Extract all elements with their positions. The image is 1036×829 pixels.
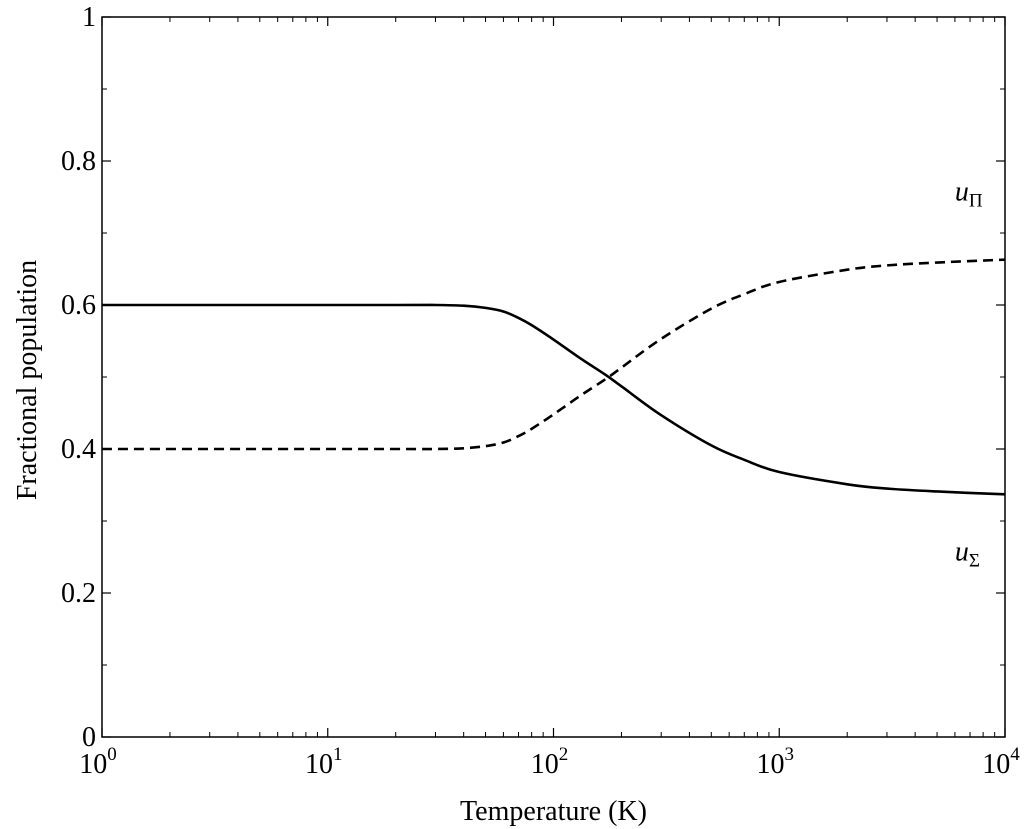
y-axis-label: Fractional population <box>12 260 43 500</box>
series-line-dashed <box>102 258 1006 451</box>
series-annotation-symbol: u <box>955 537 969 568</box>
x-tick-label-exponent: 1 <box>333 744 343 765</box>
x-tick-label-base: 10 <box>757 749 785 780</box>
x-tick-label-exponent: 0 <box>107 744 117 765</box>
ticks-layer <box>101 16 1006 738</box>
series-annotation-symbol: u <box>955 177 969 208</box>
y-tick-label: 0.2 <box>61 578 96 609</box>
x-tick-label-base: 10 <box>305 749 333 780</box>
x-tick-label-base: 10 <box>79 749 107 780</box>
x-tick-label: 102 <box>531 744 569 780</box>
x-tick-label: 101 <box>305 744 343 780</box>
y-tick-label: 1 <box>82 2 96 33</box>
x-tick-label: 103 <box>757 744 795 780</box>
x-tick-label: 100 <box>79 744 117 780</box>
series-annotation-subscript: Σ <box>969 551 980 572</box>
series-annotation: uΠ <box>955 177 983 212</box>
x-tick-label-base: 10 <box>982 749 1010 780</box>
y-tick-label: 0.4 <box>61 434 96 465</box>
y-tick-label: 0.8 <box>61 146 96 177</box>
x-tick-label: 104 <box>982 744 1020 780</box>
y-tick-label: 0 <box>82 722 96 753</box>
y-tick-label: 0.6 <box>61 290 96 321</box>
x-tick-label-exponent: 3 <box>785 744 795 765</box>
plot-frame <box>101 16 1006 738</box>
x-tick-label-base: 10 <box>531 749 559 780</box>
x-axis-label: Temperature (K) <box>460 796 647 827</box>
x-tick-label-exponent: 4 <box>1010 744 1020 765</box>
series-annotation: uΣ <box>955 537 980 572</box>
series-layer <box>102 258 1006 496</box>
series-annotation-subscript: Π <box>969 191 983 212</box>
x-tick-label-exponent: 2 <box>559 744 569 765</box>
series-line-solid <box>102 303 1006 496</box>
